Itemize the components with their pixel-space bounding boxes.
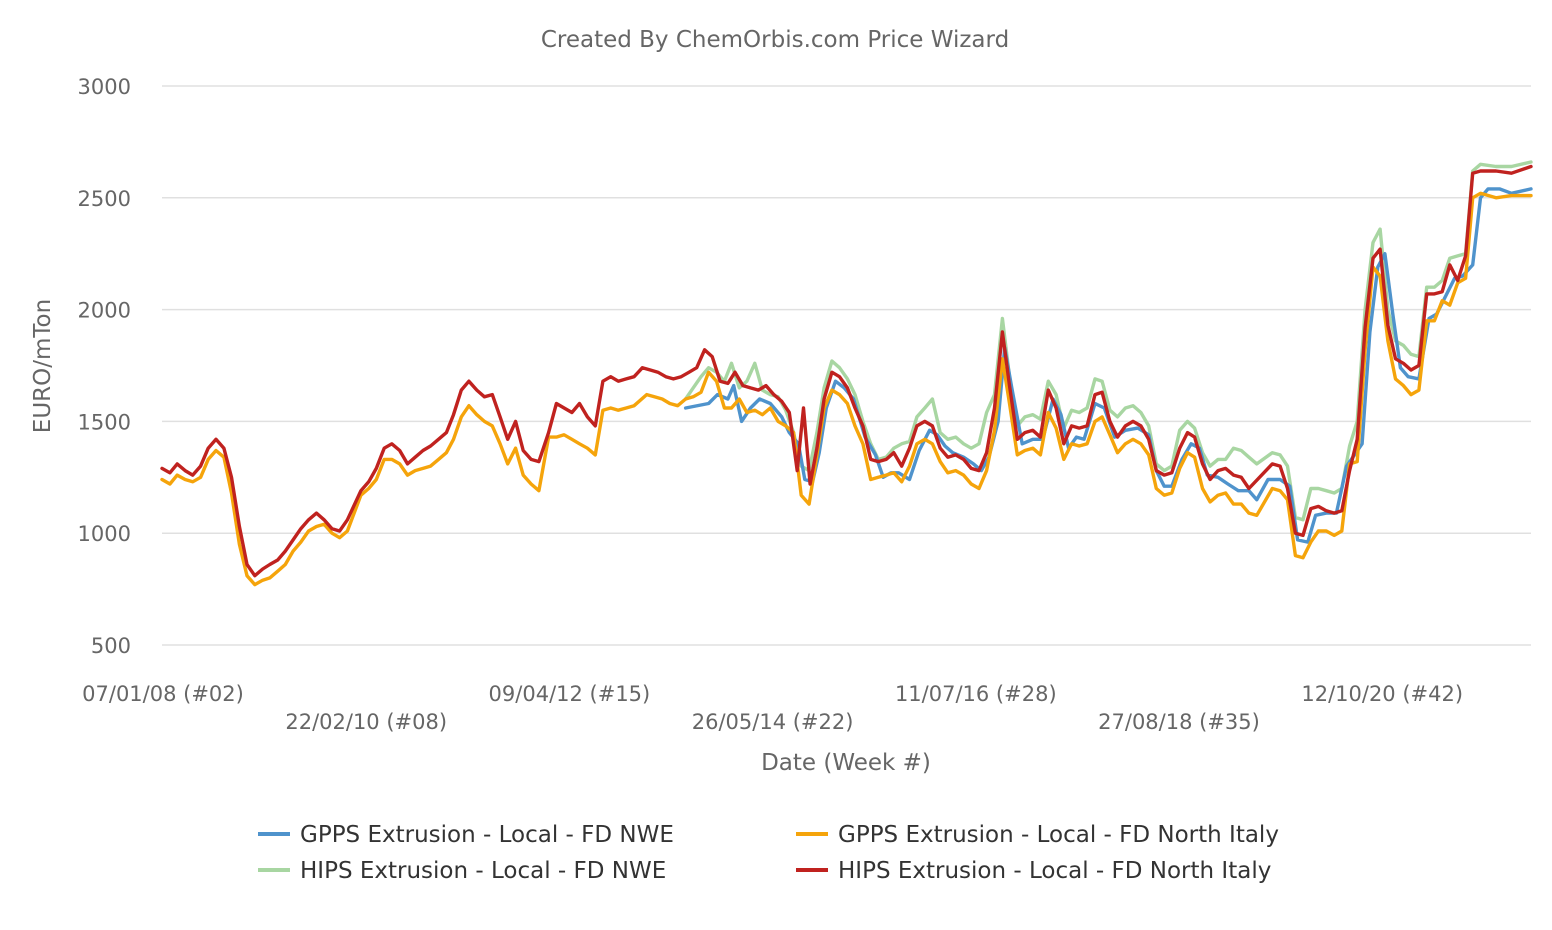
x-tick-label: 09/04/12 (#15) — [489, 682, 651, 706]
y-axis-ticks: 500 1000 1500 2000 2500 3000 — [78, 75, 131, 658]
legend-label: HIPS Extrusion - Local - FD NWE — [300, 858, 666, 884]
x-axis-title: Date (Week #) — [761, 750, 931, 776]
x-axis-ticks: 07/01/08 (#02) 22/02/10 (#08) 09/04/12 (#1… — [82, 682, 1463, 734]
series-line-hips-extrusion-local-fd-north-italy — [160, 164, 1533, 578]
legend-item[interactable]: GPPS Extrusion - Local - FD NWE — [258, 822, 674, 848]
legend-label: GPPS Extrusion - Local - FD NWE — [300, 822, 674, 848]
series-lines — [160, 160, 1533, 587]
x-tick-label: 26/05/14 (#22) — [692, 710, 854, 734]
legend-item[interactable]: GPPS Extrusion - Local - FD North Italy — [796, 822, 1279, 848]
legend-item[interactable]: HIPS Extrusion - Local - FD NWE — [258, 858, 666, 884]
y-tick-label: 2000 — [78, 299, 131, 323]
y-tick-label: 2500 — [78, 187, 131, 211]
y-tick-label: 1000 — [78, 522, 131, 546]
x-tick-label: 07/01/08 (#02) — [82, 682, 244, 706]
y-tick-label: 3000 — [78, 75, 131, 99]
x-tick-label: 22/02/10 (#08) — [285, 710, 447, 734]
x-tick-label: 11/07/16 (#28) — [895, 682, 1057, 706]
legend-item[interactable]: HIPS Extrusion - Local - FD North Italy — [796, 858, 1271, 884]
x-tick-label: 12/10/20 (#42) — [1301, 682, 1463, 706]
y-tick-label: 500 — [91, 634, 131, 658]
y-axis-title: EURO/mTon — [30, 299, 56, 433]
series-line-hips-extrusion-local-fd-nwe — [683, 160, 1533, 522]
series-line-gpps-extrusion-local-fd-north-italy — [160, 191, 1533, 587]
x-tick-label: 27/08/18 (#35) — [1098, 710, 1260, 734]
chart-title: Created By ChemOrbis.com Price Wizard — [541, 27, 1009, 53]
y-tick-label: 1500 — [78, 410, 131, 434]
gridlines — [162, 85, 1531, 646]
legend[interactable]: GPPS Extrusion - Local - FD NWE GPPS Extr… — [258, 822, 1279, 884]
legend-label: GPPS Extrusion - Local - FD North Italy — [838, 822, 1279, 848]
legend-label: HIPS Extrusion - Local - FD North Italy — [838, 858, 1271, 884]
